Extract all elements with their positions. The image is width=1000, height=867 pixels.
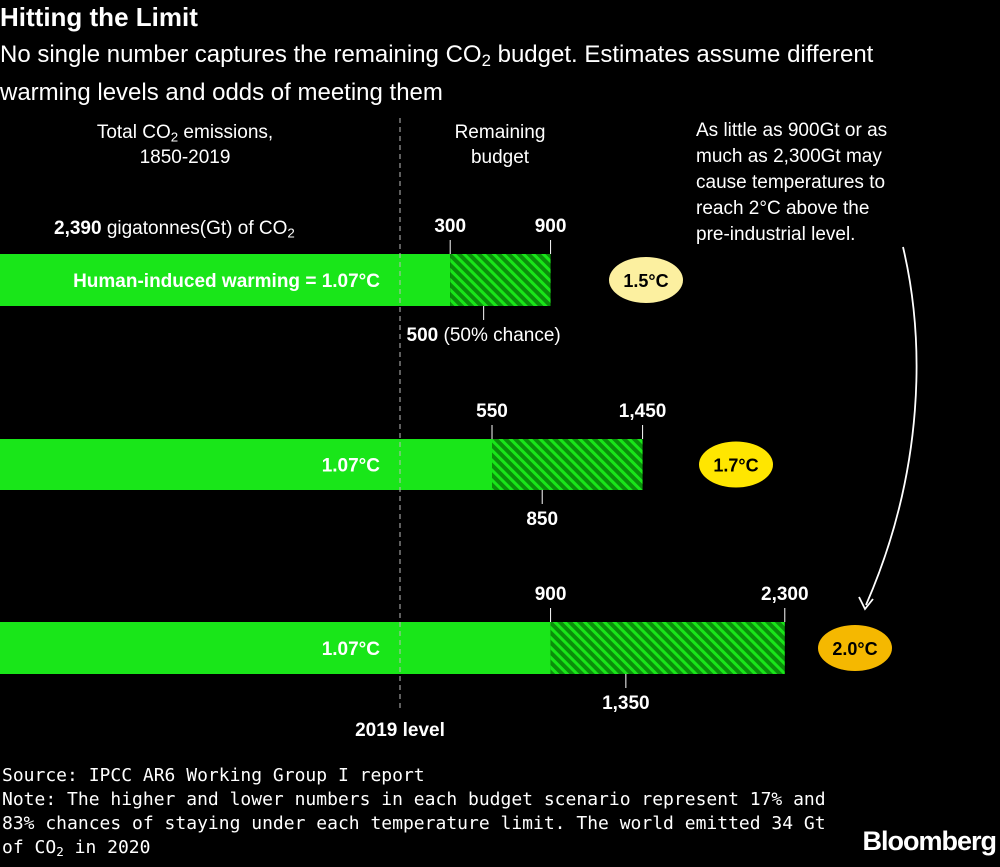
budget-column-header: Remaining budget <box>454 122 546 168</box>
bloomberg-logo: Bloomberg <box>862 826 997 856</box>
label-low: 550 <box>476 401 508 422</box>
budget-bar-range <box>492 439 643 490</box>
historic-bar <box>0 254 400 306</box>
label-high: 900 <box>535 216 567 237</box>
temperature-badge-label: 2.0°C <box>832 639 877 659</box>
chart-title: Hitting the Limit <box>0 2 198 32</box>
label-median: 500 (50% chance) <box>407 325 561 346</box>
callout-arrowhead <box>858 596 874 611</box>
budget-bar-low <box>400 439 493 490</box>
historic-column-header: Total CO2 emissions, 1850-2019 <box>96 122 274 168</box>
label-high: 2,300 <box>761 584 809 605</box>
temperature-badge <box>818 625 892 671</box>
historic-bar <box>0 622 400 674</box>
label-median: 850 <box>526 509 558 530</box>
historic-warming-label: 1.07°C <box>322 456 381 477</box>
budget-bar-range <box>550 622 785 674</box>
label-low: 900 <box>535 584 567 605</box>
source-note: Source: IPCC AR6 Working Group I report … <box>2 765 826 860</box>
historic-emissions-label: 2,390 gigatonnes(Gt) of CO2 <box>54 218 295 241</box>
callout-arrow <box>865 246 918 606</box>
historic-bar <box>0 439 400 490</box>
temperature-badge-label: 1.7°C <box>713 456 758 476</box>
label-low: 300 <box>434 216 466 237</box>
budget-bar-range <box>450 254 551 306</box>
budget-bar-low <box>400 254 451 306</box>
budget-bar-low <box>400 622 551 674</box>
label-high: 1,450 <box>619 401 667 422</box>
baseline-label: 2019 level <box>355 720 445 741</box>
historic-warming-label: 1.07°C <box>322 639 381 660</box>
callout-text: As little as 900Gt or as much as 2,300Gt… <box>696 120 888 245</box>
temperature-badge <box>699 441 773 488</box>
temperature-badge-label: 1.5°C <box>623 271 668 291</box>
chart-subtitle: No single number captures the remaining … <box>0 41 874 106</box>
temperature-badge <box>609 257 683 303</box>
label-median: 1,350 <box>602 693 650 714</box>
historic-warming-label: Human-induced warming = 1.07°C <box>73 271 380 292</box>
